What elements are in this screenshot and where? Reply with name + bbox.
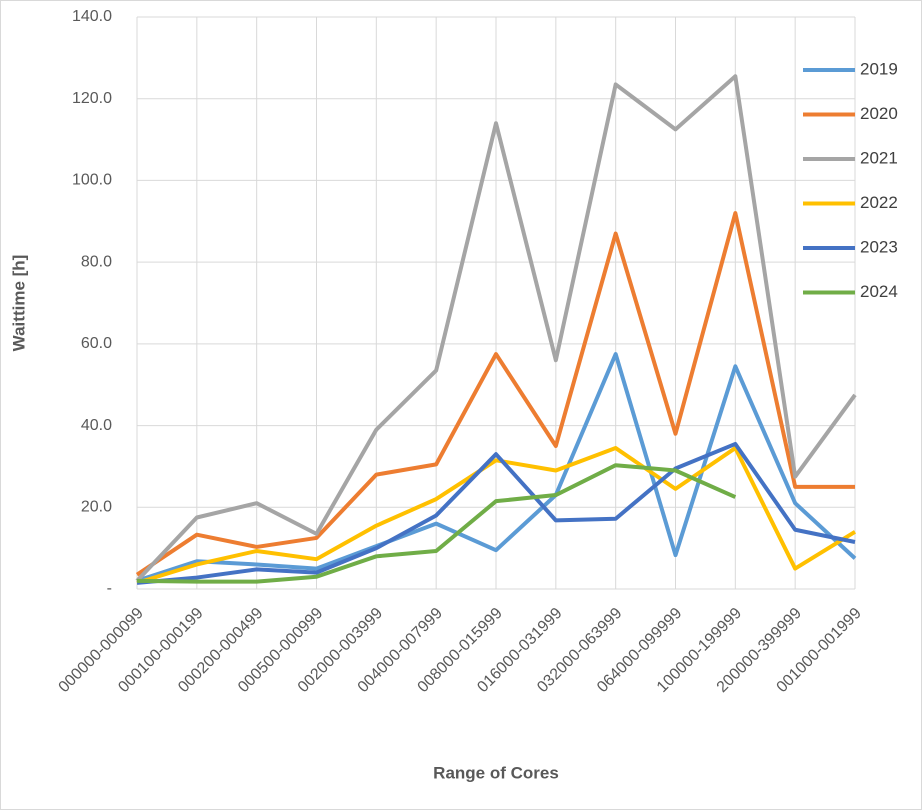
legend-label: 2024 [860, 282, 898, 301]
grid [136, 16, 856, 590]
legend-label: 2021 [860, 148, 898, 167]
y-tick-label: 60.0 [81, 335, 112, 352]
y-axis-title: Waittime [h] [9, 255, 28, 352]
series-line [136, 352, 857, 583]
legend-label: 2023 [860, 237, 898, 256]
legend-label: 2019 [860, 59, 898, 78]
series-line [135, 74, 857, 583]
series-line [136, 446, 857, 585]
x-axis-title: Range of Cores [433, 763, 559, 782]
y-tick-label: - [107, 580, 112, 597]
plot-area [135, 74, 857, 585]
series-line [136, 441, 856, 585]
legend-label: 2022 [860, 193, 898, 212]
y-tick-label: 20.0 [81, 499, 112, 516]
y-tick-label: 40.0 [81, 417, 112, 434]
y-tick-label: 100.0 [72, 172, 112, 189]
legend-label: 2020 [860, 104, 898, 123]
series-line [136, 463, 737, 584]
y-tick-label: 120.0 [72, 90, 112, 107]
y-tick-label: 80.0 [81, 253, 112, 270]
y-tick-label: 140.0 [72, 8, 112, 25]
series-line [135, 211, 855, 577]
